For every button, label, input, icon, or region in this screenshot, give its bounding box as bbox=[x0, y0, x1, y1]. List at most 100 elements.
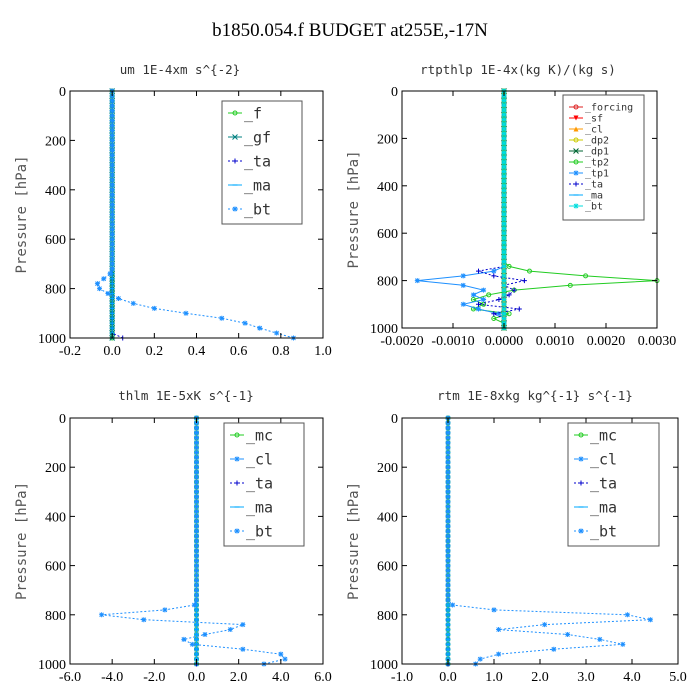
data-point bbox=[194, 518, 199, 524]
legend-entry-forcing: _forcing bbox=[569, 103, 633, 114]
data-point bbox=[107, 271, 113, 277]
data-point bbox=[501, 316, 507, 322]
data-point bbox=[501, 216, 507, 222]
x-tick-label: -0.2 bbox=[59, 344, 81, 359]
data-point bbox=[501, 173, 507, 179]
data-point bbox=[194, 430, 199, 436]
y-tick-label: 1000 bbox=[370, 658, 398, 673]
legend-entry-ma: _ma bbox=[230, 498, 273, 516]
data-point bbox=[445, 499, 451, 505]
data-point bbox=[501, 121, 507, 127]
data-point bbox=[445, 484, 451, 490]
y-tick-label: 600 bbox=[45, 560, 66, 575]
legend-label: _ta bbox=[246, 474, 273, 492]
y-axis-label: Pressure [hPa] bbox=[14, 482, 30, 600]
data-point bbox=[194, 597, 199, 603]
y-tick-label: 1000 bbox=[370, 322, 398, 337]
legend-label: _cl bbox=[590, 450, 617, 468]
data-point bbox=[445, 425, 451, 431]
data-point bbox=[109, 266, 115, 272]
data-point bbox=[227, 627, 233, 633]
data-point bbox=[109, 103, 115, 109]
data-point bbox=[501, 164, 507, 170]
x-tick-label: 0.0000 bbox=[485, 334, 524, 349]
data-point bbox=[501, 301, 507, 307]
data-point bbox=[445, 597, 451, 603]
data-point bbox=[501, 211, 507, 217]
data-point bbox=[194, 469, 199, 475]
data-point bbox=[194, 558, 199, 564]
data-point bbox=[501, 126, 507, 132]
y-axis-label: Pressure [hPa] bbox=[346, 150, 362, 268]
data-point bbox=[501, 197, 507, 203]
x-tick-label: 0.0 bbox=[188, 670, 206, 685]
legend: _mc _cl _ta _ma _bt bbox=[567, 422, 660, 547]
data-point bbox=[445, 543, 451, 549]
legend-marker bbox=[573, 126, 579, 132]
data-point bbox=[476, 306, 481, 312]
legend-label: _mc bbox=[590, 426, 617, 444]
data-point bbox=[109, 212, 115, 217]
data-point bbox=[109, 98, 115, 104]
data-point bbox=[445, 454, 451, 460]
data-point bbox=[583, 273, 589, 279]
data-point bbox=[551, 646, 557, 652]
legend-marker bbox=[234, 432, 240, 438]
x-tick-label: 0.6 bbox=[230, 344, 248, 359]
panel-title: rtpthlp 1E-4x(kg K)/(kg s) bbox=[420, 62, 616, 77]
data-point bbox=[501, 311, 507, 317]
data-point bbox=[501, 235, 507, 241]
data-point bbox=[257, 325, 263, 331]
data-point bbox=[109, 231, 115, 237]
data-point bbox=[445, 558, 451, 564]
data-point bbox=[445, 459, 451, 465]
data-point bbox=[445, 587, 451, 593]
legend-box bbox=[567, 422, 660, 547]
data-point bbox=[481, 287, 487, 293]
data-point bbox=[445, 518, 451, 524]
legend-entry-dp1: _dp1 bbox=[569, 147, 609, 158]
data-point bbox=[189, 641, 195, 647]
data-point bbox=[506, 263, 512, 269]
data-point bbox=[501, 278, 507, 284]
data-point bbox=[501, 306, 507, 312]
legend-entry-dp2: _dp2 bbox=[569, 136, 609, 147]
x-tick-label: 1.0 bbox=[314, 344, 332, 359]
x-tick-label: 0.8 bbox=[272, 344, 290, 359]
x-tick-label: 4.0 bbox=[272, 670, 290, 685]
series-line bbox=[417, 91, 505, 328]
x-tick-label: 0.0030 bbox=[638, 334, 677, 349]
legend-entry-gf: _gf bbox=[228, 128, 271, 146]
data-point bbox=[486, 292, 492, 298]
data-point bbox=[109, 157, 115, 163]
legend-entry-ma: _ma bbox=[569, 191, 603, 202]
legend-label: _f bbox=[244, 104, 262, 122]
data-point bbox=[151, 305, 157, 311]
x-tick-label: 0.0010 bbox=[536, 334, 575, 349]
legend-label: _cl bbox=[585, 125, 603, 136]
data-point bbox=[501, 107, 507, 113]
plot-frame bbox=[401, 90, 658, 329]
data-point bbox=[445, 568, 451, 574]
data-point bbox=[501, 263, 507, 269]
legend-label: _bt bbox=[244, 200, 271, 218]
data-point bbox=[109, 197, 115, 203]
data-point bbox=[445, 449, 451, 455]
y-tick-label: 800 bbox=[377, 275, 398, 290]
data-point bbox=[194, 533, 199, 539]
legend-marker bbox=[232, 158, 238, 164]
data-point bbox=[491, 273, 497, 279]
legend-entry-tp1: _tp1 bbox=[569, 169, 609, 180]
data-point bbox=[624, 612, 630, 618]
panel-3: thlm 1E-5xK s^{-1} -6.0 -4.0 -2.0 0.0 2.0 4.0 6… bbox=[14, 388, 332, 685]
data-point bbox=[109, 167, 115, 173]
data-point bbox=[501, 150, 507, 156]
panel-4: rtm 1E-8xkg kg^{-1} s^{-1} -1.0 0.0 1.0 2.0 3… bbox=[346, 388, 687, 685]
legend-entry-ta: _ta bbox=[230, 474, 273, 492]
data-point bbox=[194, 494, 199, 500]
y-tick-label: 200 bbox=[377, 132, 398, 147]
data-point bbox=[445, 494, 451, 500]
legend-entry-bt: _bt bbox=[569, 202, 603, 213]
data-point bbox=[445, 435, 451, 441]
legend-label: _bt bbox=[590, 522, 617, 540]
